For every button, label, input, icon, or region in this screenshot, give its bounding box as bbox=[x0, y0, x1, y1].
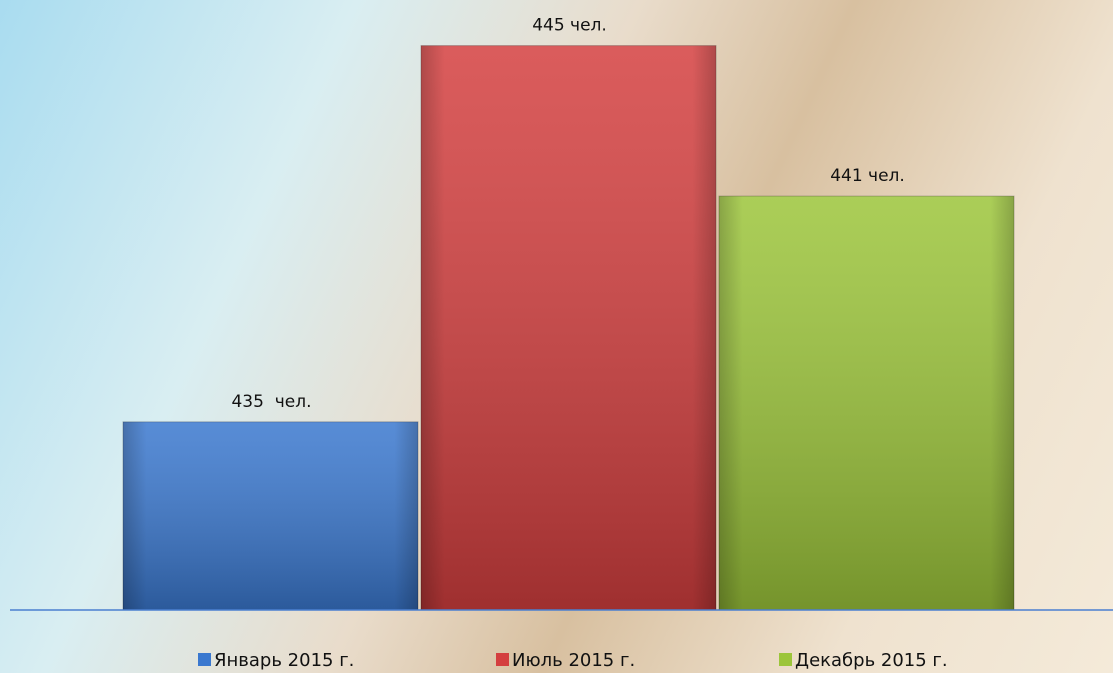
bar-edge bbox=[421, 45, 716, 610]
legend-swatch bbox=[496, 653, 509, 666]
value-label: 435 чел. bbox=[231, 392, 311, 412]
legend-swatch bbox=[779, 653, 792, 666]
bar-edge bbox=[719, 196, 1014, 610]
legend-swatch bbox=[198, 653, 211, 666]
bar-edge bbox=[123, 421, 418, 610]
value-label: 441 чел. bbox=[830, 166, 905, 186]
legend-label: Январь 2015 г. bbox=[214, 650, 354, 671]
legend-label: Июль 2015 г. bbox=[512, 650, 635, 671]
legend-label: Декабрь 2015 г. bbox=[795, 650, 948, 671]
value-label: 445 чел. bbox=[532, 16, 607, 36]
